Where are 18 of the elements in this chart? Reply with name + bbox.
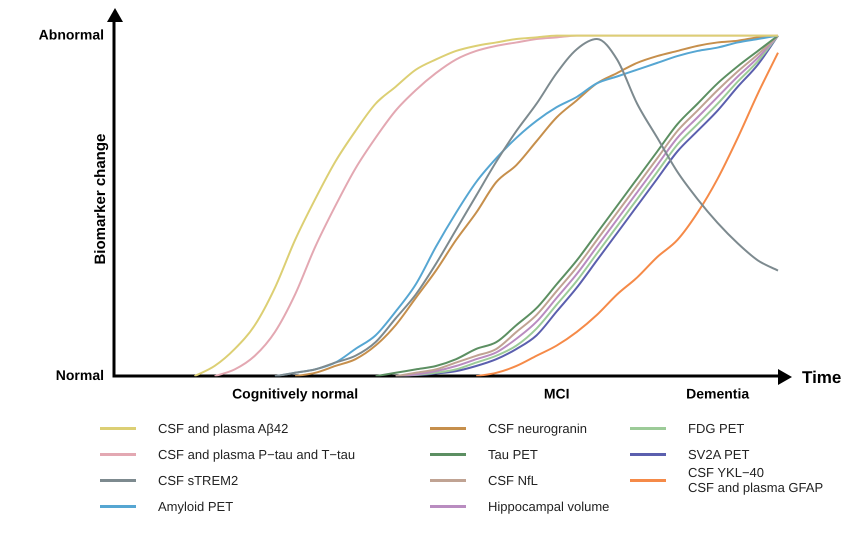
legend-label: SV2A PET <box>688 446 750 462</box>
legend-label: CSF neurogranin <box>488 420 587 436</box>
x-tick-label: Dementia <box>686 385 750 402</box>
text: Abnormal <box>38 26 104 42</box>
legend-label: CSF NfL <box>488 472 538 488</box>
legend-label: CSF and plasma P−tau and T−tau <box>158 446 356 462</box>
y-axis-title: Biomarker change <box>92 134 110 265</box>
legend-label: FDG PET <box>688 420 744 436</box>
x-tick-label: MCI <box>544 385 570 402</box>
x-tick-label: Cognitively normal <box>232 385 358 402</box>
legend-label: Amyloid PET <box>158 498 234 514</box>
x-axis-title: Time <box>802 368 842 387</box>
legend-label: Hippocampal volume <box>488 498 610 514</box>
legend-label: CSF YKL−40 CSF and plasma GFAP <box>688 465 824 495</box>
legend-label: CSF and plasma Aβ42 <box>158 420 288 436</box>
text: Normal <box>56 367 104 384</box>
legend-label: CSF sTREM2 <box>158 472 238 488</box>
legend-label: Tau PET <box>488 446 538 462</box>
